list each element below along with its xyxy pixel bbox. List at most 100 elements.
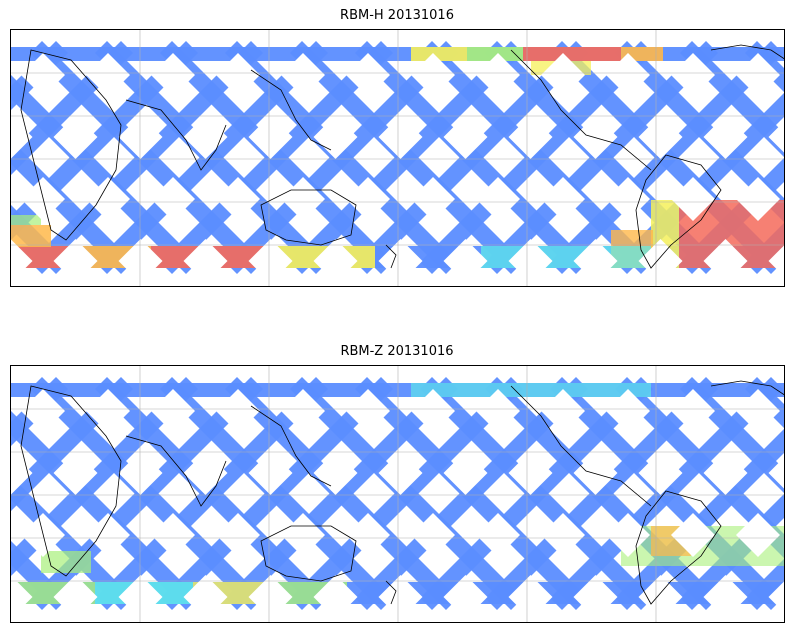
coverage-gap [151, 177, 195, 221]
coverage-gap [118, 239, 163, 283]
coverage-gap [11, 239, 33, 283]
swath [159, 40, 394, 275]
coverage-gap [248, 115, 293, 159]
coastline [260, 525, 357, 582]
hot-cell [509, 47, 523, 61]
hot-cell [777, 200, 784, 268]
coverage-gap [53, 575, 98, 619]
coverage-gap [443, 575, 488, 619]
coverage-gap [476, 389, 520, 433]
hot-cell [95, 582, 109, 604]
coverage-gap [118, 575, 163, 619]
coverage-gap [21, 389, 65, 433]
hot-cell [165, 246, 179, 268]
hot-cell [95, 246, 109, 268]
coverage-gap [736, 53, 780, 97]
hot-cell [565, 47, 579, 61]
panel-rbm-h: RBM-H 20131016 [0, 0, 794, 300]
coverage-gap [378, 239, 423, 283]
coverage-gap [768, 245, 784, 277]
coverage-gap [151, 513, 195, 557]
coverage-gap [638, 239, 683, 283]
coverage-gap [703, 451, 748, 495]
swath [11, 40, 199, 241]
swath [11, 376, 134, 512]
coverage-gap [281, 53, 325, 97]
hot-cell [775, 526, 784, 566]
coverage-gap [346, 177, 390, 221]
coverage-gap [638, 451, 683, 495]
coastline [710, 44, 784, 60]
coverage-gap [768, 457, 784, 489]
coverage-gap [281, 177, 325, 221]
coverage-gap [11, 575, 33, 619]
coverage-gap [476, 53, 520, 97]
swath [11, 540, 69, 611]
coverage-gap [216, 513, 260, 557]
swath [679, 40, 784, 158]
hot-cell [467, 47, 481, 61]
coverage-gap [151, 389, 195, 433]
coverage-gap [736, 389, 780, 433]
hot-cell [439, 47, 453, 61]
swath [484, 376, 719, 611]
coverage-gap [411, 389, 455, 433]
coastlines [20, 44, 784, 269]
coverage-gap [378, 115, 423, 159]
coverage-gap [508, 239, 553, 283]
coverage-gap [638, 575, 683, 619]
coverage-gap [508, 115, 553, 159]
hot-cell [305, 246, 319, 268]
hot-cell [39, 582, 53, 604]
hot-cell [11, 215, 41, 225]
hot-cell [537, 47, 551, 61]
hot-cell [41, 551, 91, 573]
coverage-gap [736, 177, 780, 221]
coverage-gap [248, 239, 293, 283]
hot-cell [39, 246, 53, 268]
hot-band [11, 383, 784, 619]
coverage-gap [703, 115, 748, 159]
swath [11, 376, 199, 577]
swath [11, 40, 134, 176]
coverage-gap [346, 53, 390, 97]
map-rbm-z [10, 365, 785, 623]
coverage-gap [606, 177, 650, 221]
hot-cell [481, 47, 495, 61]
coverage-gap [313, 239, 358, 283]
coastline [20, 385, 122, 577]
hot-cell [635, 47, 649, 61]
coverage-gap [573, 239, 618, 283]
coverage-gap [411, 177, 455, 221]
swath [614, 428, 784, 611]
coastline [125, 99, 227, 171]
swath [549, 40, 784, 275]
coverage-gap [508, 575, 553, 619]
hot-cell [735, 200, 749, 268]
coverage-gap [378, 451, 423, 495]
hot-cell [291, 582, 305, 604]
swath [419, 40, 654, 275]
coverage-gap [346, 389, 390, 433]
hot-cell [411, 47, 425, 61]
coverage-gap [86, 177, 130, 221]
coverage-gap [768, 121, 784, 153]
coverage-gap [378, 575, 423, 619]
hot-cell [11, 225, 51, 247]
coastlines [20, 380, 784, 605]
coastline [510, 49, 652, 171]
coverage-gap [768, 581, 784, 613]
coverage-gap [541, 177, 585, 221]
hot-band [11, 47, 784, 283]
swath [419, 376, 654, 611]
coastline [710, 380, 784, 396]
coverage-gap [508, 451, 553, 495]
hot-cell [607, 47, 621, 61]
coverage-gap [703, 575, 748, 619]
coverage-gap [541, 389, 585, 433]
panel-rbm-z: RBM-Z 20131016 [0, 336, 794, 633]
coverage-gap [443, 451, 488, 495]
coverage-gap [11, 451, 33, 495]
hot-cell [109, 582, 123, 604]
hot-cell [165, 582, 179, 604]
